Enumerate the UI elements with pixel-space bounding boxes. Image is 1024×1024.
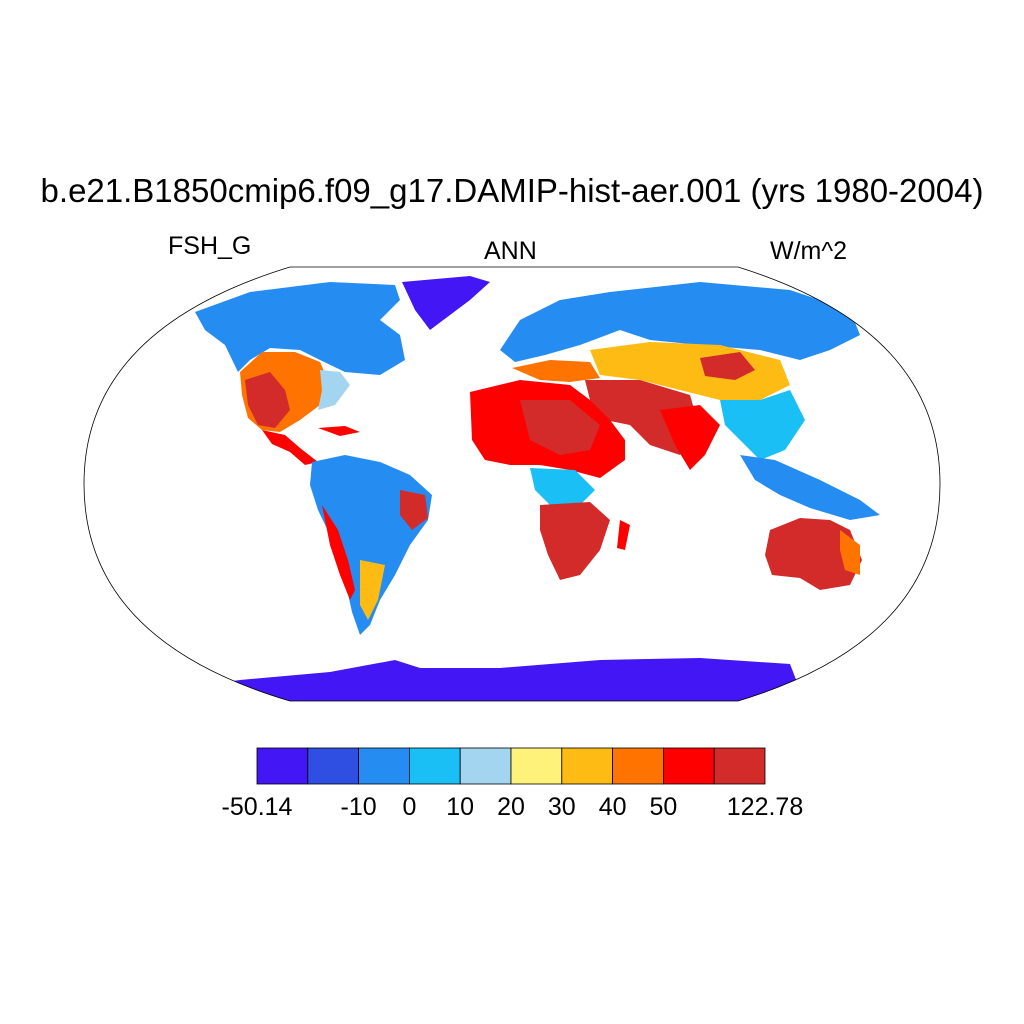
central-africa-region [530,468,595,505]
units-label: W/m^2 [770,237,848,265]
colorbar-tick-label: 122.78 [726,793,804,821]
brazil-east-region [400,490,428,530]
colorbar-box [307,747,359,785]
colorbar-box [663,747,715,785]
colorbar-tick-label: 50 [649,793,678,821]
australia-east-region [840,530,860,575]
greenland-region [402,276,490,330]
madagascar-region [617,520,630,550]
colorbar-box [358,747,410,785]
colorbar-tick-label: 10 [446,793,475,821]
colorbar-tick-label: 0 [402,793,417,821]
colorbar-box [510,747,563,785]
caribbean-region [318,426,360,436]
usa-southwest-region [245,372,290,428]
colorbar-box [713,747,766,785]
colorbar-tick-label: 30 [547,793,576,821]
southeast-asia-region [740,455,880,520]
north-america-cold-region [195,282,405,375]
andes-region [322,505,355,600]
plot-title: b.e21.B1850cmip6.f09_g17.DAMIP-hist-aer.… [40,172,984,209]
map-boundary [83,266,941,702]
usa-east-region [318,370,350,410]
colorbar-tick-label: -10 [340,793,377,821]
mexico-region [262,430,318,465]
antarctica-region [84,658,940,701]
colorbar-box [256,747,309,785]
colorbar-box [561,747,613,785]
colorbar-box [612,747,664,785]
east-asia-region [720,390,805,460]
india-region [660,405,720,470]
colorbar-box [459,747,512,785]
colorbar-tick-label: 40 [598,793,627,821]
europe-north-region [500,292,640,362]
colorbar-tick-label: 20 [497,793,525,821]
sahara-core-region [520,400,600,455]
argentina-region [360,560,385,620]
europe-south-region [512,360,600,382]
variable-label: FSH_G [168,232,252,260]
colorbar-box [408,747,461,785]
colorbar-tick-label: -50.14 [221,793,293,821]
season-label: ANN [484,237,537,265]
southern-africa-region [540,502,610,580]
siberia-region [610,282,860,360]
australia-region [765,518,862,590]
gobi-region [700,352,755,380]
